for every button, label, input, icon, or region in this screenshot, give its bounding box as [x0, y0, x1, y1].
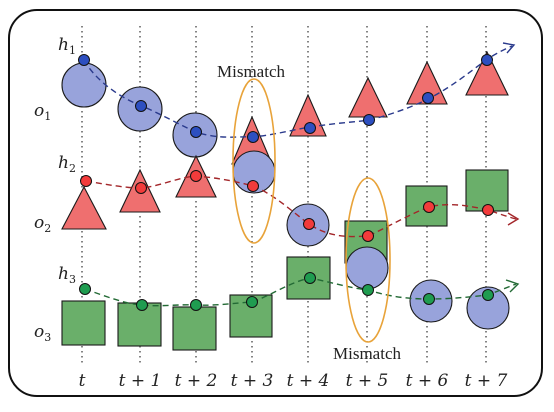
- track-2-point: [247, 180, 259, 192]
- time-label: t + 7: [465, 371, 508, 391]
- triangle-object: [289, 93, 327, 137]
- track-3-point: [136, 299, 148, 311]
- time-label: t + 1: [119, 371, 162, 391]
- time-label: t: [79, 371, 86, 391]
- track-2-line: [85, 175, 517, 238]
- time-label: t + 2: [175, 371, 218, 391]
- track-arrowheads: [502, 42, 520, 293]
- track-2-point: [482, 204, 494, 216]
- track-2-point: [135, 182, 147, 194]
- object-label-2: o2: [34, 213, 51, 235]
- track-2-point: [423, 201, 435, 213]
- mismatch-ellipse: [232, 78, 276, 244]
- time-label: t + 4: [287, 371, 330, 391]
- mismatch-label-bottom: Mismatch: [333, 344, 401, 363]
- track-3-point: [482, 289, 494, 301]
- square-object: [61, 300, 106, 346]
- object-label-3: o3: [34, 322, 51, 344]
- track-1-point: [481, 54, 493, 66]
- hypothesis-label-1: h1: [58, 35, 76, 57]
- object-label-1: o1: [34, 101, 51, 123]
- mismatch-ellipse: [345, 177, 391, 343]
- time-axis-labels: t t + 1 t + 2 t + 3 t + 4 t + 5 t + 6 t …: [79, 371, 508, 391]
- track-1-point: [247, 131, 259, 143]
- time-label: t + 3: [231, 371, 274, 391]
- track-1-point: [78, 54, 90, 66]
- track-2-point: [362, 230, 374, 242]
- track-3-point: [362, 284, 374, 296]
- square-object: [172, 306, 217, 351]
- track-3-point: [304, 272, 316, 284]
- time-label: t + 6: [406, 371, 449, 391]
- track-1-point: [304, 122, 316, 134]
- square-object: [405, 185, 448, 227]
- track-3-point: [190, 299, 202, 311]
- circle-object: [61, 62, 107, 108]
- track-1-point: [363, 114, 375, 126]
- triangle-object: [61, 185, 107, 230]
- hypothesis-label-3: h3: [58, 264, 76, 286]
- track-3-point: [246, 296, 258, 308]
- track-3-point: [423, 293, 435, 305]
- triangle-object: [465, 50, 509, 96]
- track-3-point: [79, 283, 91, 295]
- mismatch-label-top: Mismatch: [217, 62, 285, 81]
- track-1-point: [135, 100, 147, 112]
- hypothesis-label-2: h2: [58, 153, 76, 175]
- track-2-point: [303, 218, 315, 230]
- track-1-point: [422, 92, 434, 104]
- time-label: t + 5: [346, 371, 389, 391]
- hypothesis-points: [78, 54, 494, 311]
- arrowhead-track-1: [502, 42, 516, 54]
- arrowhead-track-2: [507, 212, 520, 226]
- circle-object: [466, 286, 510, 330]
- track-2-point: [80, 175, 92, 187]
- track-2-point: [190, 170, 202, 182]
- arrowhead-track-3: [505, 279, 520, 293]
- circle-object: [345, 246, 389, 290]
- square-object: [117, 302, 162, 347]
- track-1-point: [190, 126, 202, 138]
